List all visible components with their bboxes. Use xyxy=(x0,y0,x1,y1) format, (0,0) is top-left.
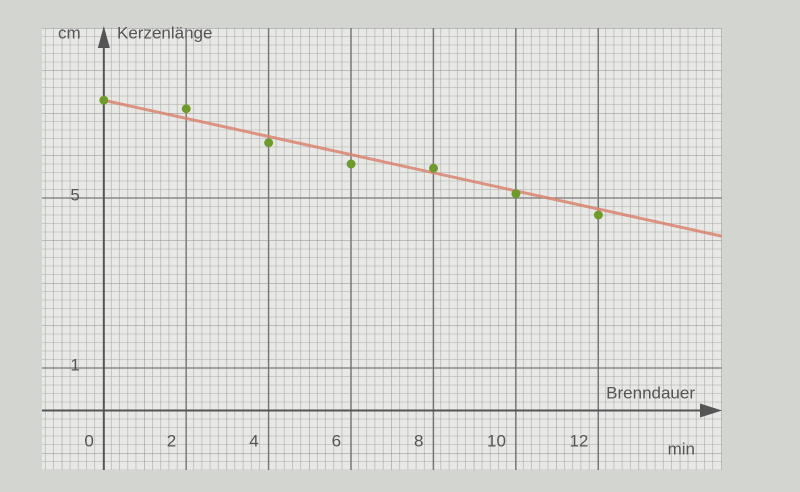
x-axis-unit: min xyxy=(668,439,695,458)
grid-paper xyxy=(42,28,722,470)
x-tick-label: 10 xyxy=(487,431,506,450)
data-point xyxy=(429,163,439,173)
y-axis-unit: cm xyxy=(58,23,81,42)
x-tick-label: 8 xyxy=(414,431,423,450)
x-tick-label: 12 xyxy=(569,431,588,450)
x-tick-label: 0 xyxy=(84,431,93,450)
data-point xyxy=(99,95,109,105)
data-point xyxy=(511,189,521,199)
trend-line xyxy=(103,98,723,238)
x-tick-label: 4 xyxy=(249,431,258,450)
y-tick-label: 5 xyxy=(70,185,79,204)
data-point xyxy=(593,210,603,220)
y-axis-arrow xyxy=(97,26,110,48)
x-axis-arrow xyxy=(700,403,722,418)
data-point xyxy=(346,159,356,169)
x-tick-label: 6 xyxy=(332,431,341,450)
x-tick-label: 2 xyxy=(167,431,176,450)
y-tick-label: 1 xyxy=(70,355,79,374)
y-axis-title: Kerzenlänge xyxy=(117,23,212,42)
data-point xyxy=(181,104,191,114)
x-axis-title: Brenndauer xyxy=(606,383,695,402)
data-point xyxy=(264,138,274,148)
